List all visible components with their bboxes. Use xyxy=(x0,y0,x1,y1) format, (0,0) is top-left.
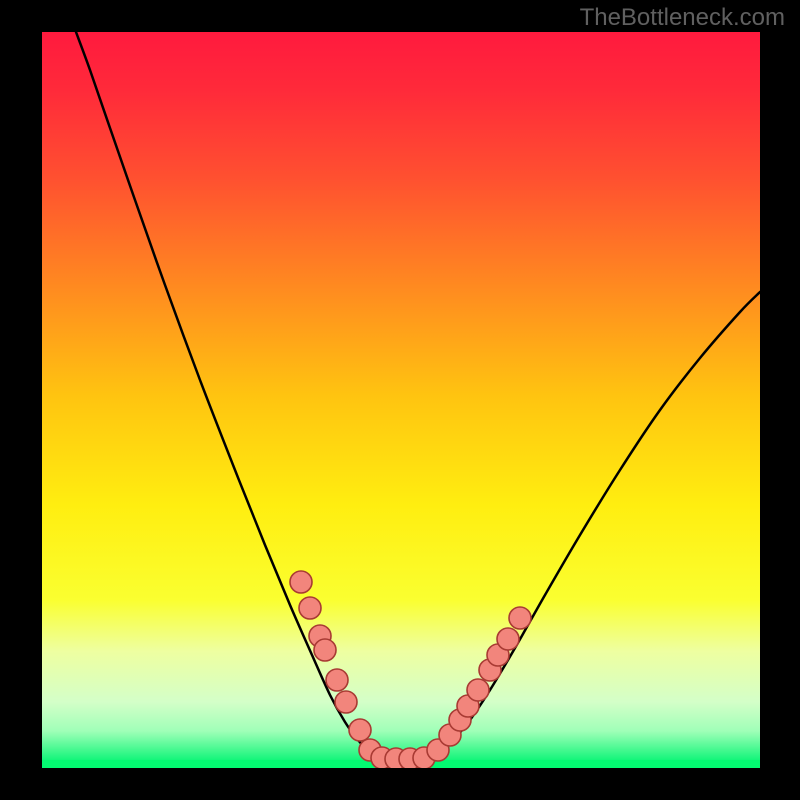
watermark-text: TheBottleneck.com xyxy=(580,4,785,32)
marker-point xyxy=(326,669,348,691)
chart-container: TheBottleneck.com xyxy=(0,0,800,800)
marker-point xyxy=(290,571,312,593)
chart-svg xyxy=(0,0,800,800)
marker-point xyxy=(349,719,371,741)
marker-point xyxy=(335,691,357,713)
plot-background xyxy=(42,32,760,760)
marker-point xyxy=(299,597,321,619)
marker-point xyxy=(509,607,531,629)
marker-point xyxy=(314,639,336,661)
marker-point xyxy=(497,628,519,650)
marker-point xyxy=(467,679,489,701)
